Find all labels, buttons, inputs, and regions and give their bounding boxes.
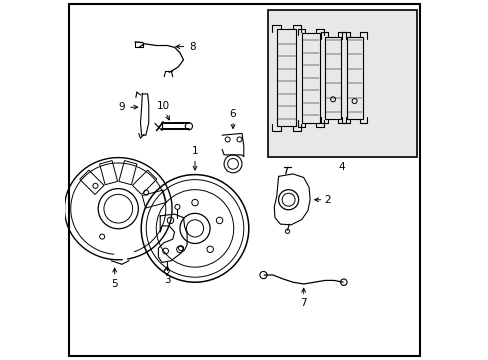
Text: 3: 3 bbox=[164, 275, 170, 285]
Text: 5: 5 bbox=[111, 279, 118, 289]
Text: 9: 9 bbox=[118, 102, 124, 112]
Text: 4: 4 bbox=[338, 162, 345, 172]
Text: 7: 7 bbox=[300, 298, 306, 308]
Text: 1: 1 bbox=[191, 146, 198, 156]
Text: 2: 2 bbox=[324, 195, 331, 205]
Bar bbox=[267, 10, 416, 157]
Text: 8: 8 bbox=[189, 42, 195, 51]
Text: 10: 10 bbox=[156, 102, 169, 112]
Text: 6: 6 bbox=[229, 109, 236, 120]
